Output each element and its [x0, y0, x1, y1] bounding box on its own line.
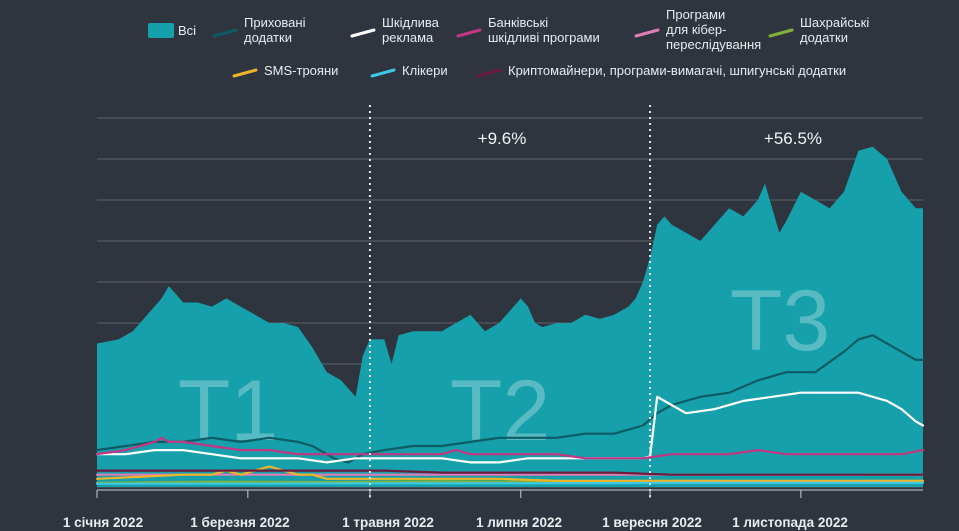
legend-item-8[interactable]: Клікери: [370, 63, 448, 78]
area-layer: [97, 146, 923, 487]
legend-label: Програми для кібер-переслідування: [666, 7, 761, 52]
legend-label: Клікери: [402, 63, 448, 78]
series-6-line: [95, 465, 925, 482]
period-labels: T1 T2 T3: [178, 273, 830, 459]
period-change-t3: +56.5%: [764, 129, 822, 148]
legend-item-9[interactable]: Криптомайнери, програми-вимагачі, шпигун…: [476, 63, 846, 78]
legend: Всі Приховані додатки Шкідлива реклама Банків…: [148, 7, 869, 78]
legend-swatch: [634, 28, 660, 38]
series-0-area: [97, 146, 923, 487]
legend-swatch: [148, 23, 174, 38]
legend-item-4[interactable]: Банківські шкідливі програми: [456, 15, 600, 45]
x-tick-label: 1 листопада 2022: [732, 515, 848, 530]
legend-label: Всі: [178, 23, 196, 38]
legend-swatch: [350, 28, 376, 38]
legend-item-5[interactable]: Програми для кібер-переслідування: [634, 7, 761, 52]
period-label-t1: T1: [178, 363, 278, 459]
legend-item-7[interactable]: SMS-трояни: [232, 63, 338, 78]
x-axis: 1 січня 2022 1 березня 2022 1 травня 2022 1…: [63, 489, 923, 530]
legend-swatch: [768, 28, 794, 38]
series-8-line: [95, 469, 925, 476]
period-label-t2: T2: [450, 363, 550, 459]
line-layer: [95, 334, 925, 485]
legend-swatch: [212, 28, 238, 38]
legend-swatch: [370, 68, 396, 78]
legend-label: Шахрайські додатки: [800, 15, 869, 45]
period-label-t3: T3: [730, 273, 830, 369]
x-tick-label: 1 січня 2022: [63, 515, 143, 530]
legend-label: SMS-трояни: [264, 63, 338, 78]
legend-label: Шкідлива реклама: [382, 15, 440, 45]
legend-label: Банківські шкідливі програми: [488, 15, 600, 45]
x-tick-label: 1 липня 2022: [476, 515, 562, 530]
series-7-line: [95, 481, 925, 485]
x-tick-label: 1 березня 2022: [190, 515, 289, 530]
x-tick-label: 1 вересня 2022: [602, 515, 702, 530]
legend-swatch: [476, 68, 502, 78]
legend-label: Приховані додатки: [244, 15, 306, 45]
legend-item-3[interactable]: Шкідлива реклама: [350, 15, 440, 45]
legend-item-2[interactable]: Приховані додатки: [212, 15, 306, 45]
legend-swatch: [456, 28, 482, 38]
legend-label: Криптомайнери, програми-вимагачі, шпигун…: [508, 63, 846, 78]
period-dividers: +9.6% +56.5%: [368, 105, 822, 500]
series-1-line: [95, 334, 925, 464]
legend-item-1[interactable]: Всі: [148, 23, 196, 38]
series-3-line: [95, 436, 925, 460]
legend-item-6[interactable]: Шахрайські додатки: [768, 15, 869, 45]
legend-swatch: [232, 68, 258, 78]
x-tick-label: 1 травня 2022: [342, 515, 434, 530]
period-change-t2: +9.6%: [478, 129, 527, 148]
